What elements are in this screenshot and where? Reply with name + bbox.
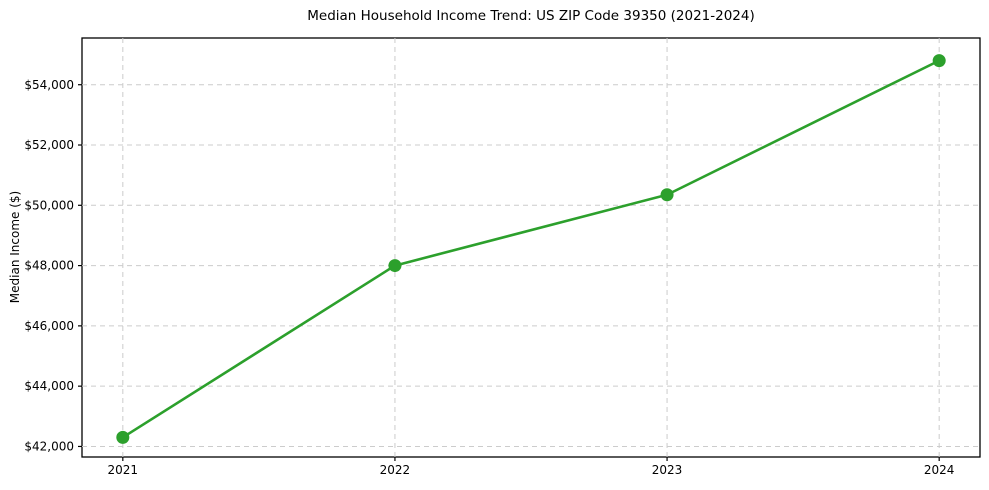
y-tick-label: $42,000	[24, 440, 74, 454]
y-tick-label: $50,000	[24, 198, 74, 212]
data-point-2023	[660, 188, 674, 202]
y-tick-label: $52,000	[24, 138, 74, 152]
x-tick-label: 2022	[380, 463, 411, 477]
plot-border	[81, 37, 981, 458]
data-point-2022	[388, 259, 402, 273]
y-tick-label: $46,000	[24, 319, 74, 333]
trend-line	[121, 59, 941, 439]
data-point-2021	[116, 430, 130, 444]
y-tick-label: $54,000	[24, 78, 74, 92]
y-tick-label: $48,000	[24, 259, 74, 273]
chart-title: Median Household Income Trend: US ZIP Co…	[307, 8, 755, 24]
x-tick-label: 2021	[108, 463, 139, 477]
y-tick-label: $44,000	[24, 379, 74, 393]
data-point-2024	[932, 54, 946, 68]
x-tick-label: 2023	[652, 463, 683, 477]
x-tick-label: 2024	[924, 463, 955, 477]
